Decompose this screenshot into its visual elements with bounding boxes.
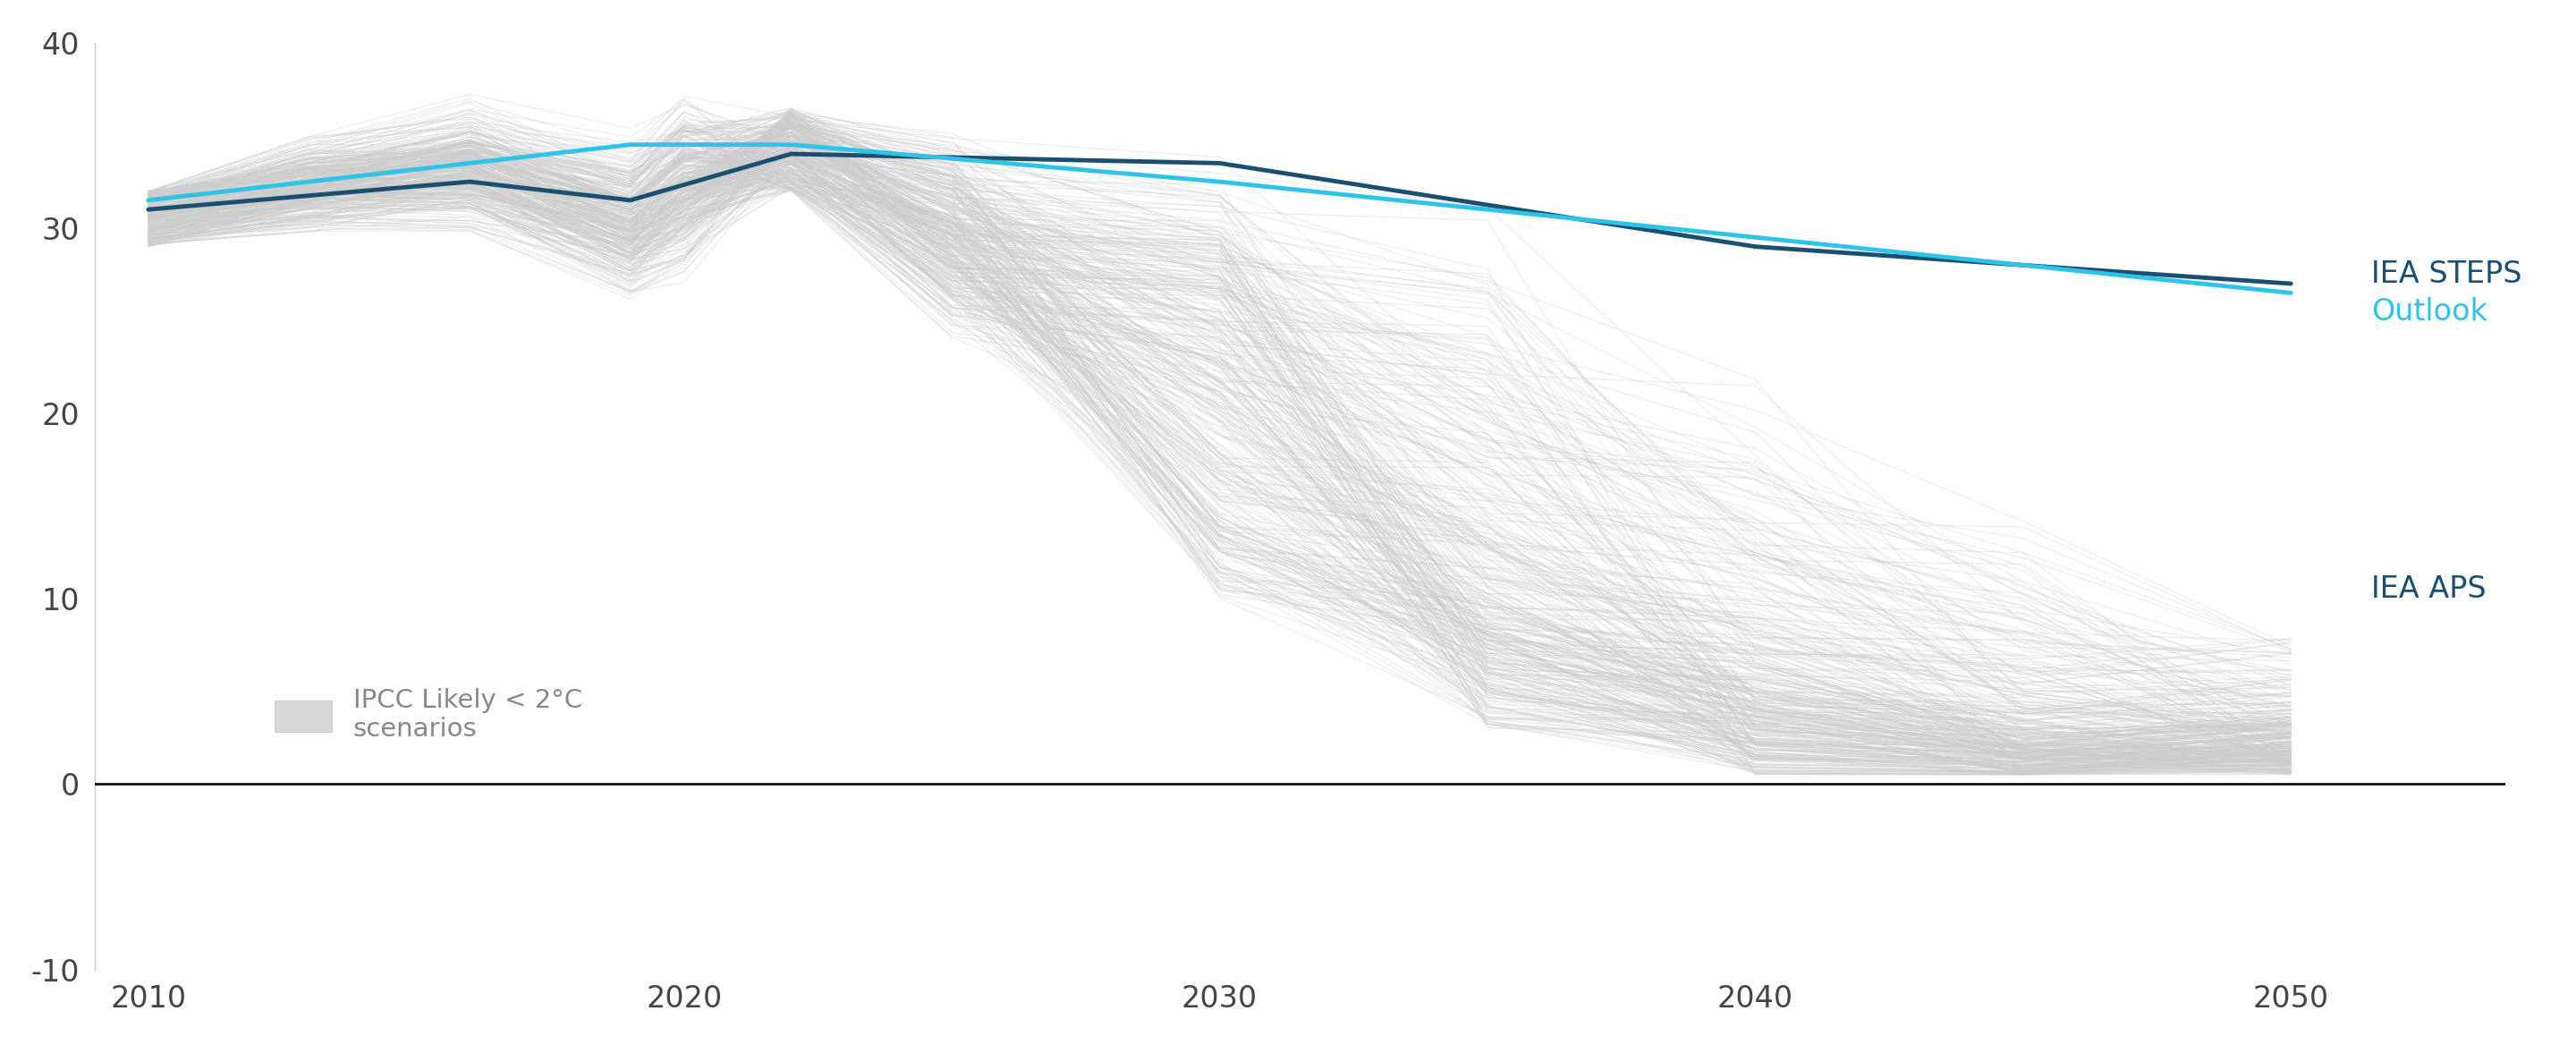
Legend: IPCC Likely < 2°C
scenarios: IPCC Likely < 2°C scenarios (265, 677, 592, 752)
Text: IEA APS: IEA APS (2372, 575, 2486, 604)
Text: Outlook: Outlook (2372, 297, 2488, 326)
Text: IEA STEPS: IEA STEPS (2372, 259, 2522, 289)
